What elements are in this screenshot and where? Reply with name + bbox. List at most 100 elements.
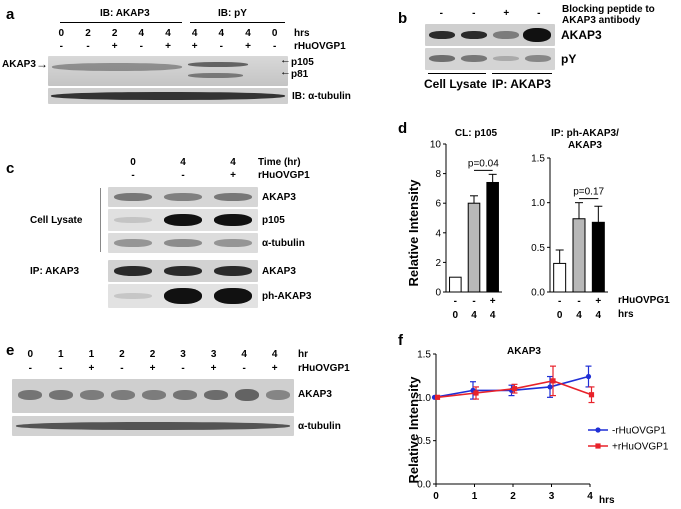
e-band-8: [235, 389, 259, 401]
panel-e-hrs-row: 0 1 1 2 2 3 3 4 4: [15, 349, 290, 361]
b-band-3: [493, 31, 519, 39]
panel-a-tubulin-label: IB: α-tubulin: [292, 91, 351, 102]
tubulin-band: [51, 92, 285, 100]
c-r2-band-1: [114, 217, 152, 223]
f-legend-label-1: +rHuOVGP1: [612, 442, 669, 453]
panel-c-label: c: [6, 160, 15, 177]
panel-b-py-blot: [425, 48, 555, 70]
panel-e-hrs-8: 4: [271, 349, 278, 360]
py-band-2: [461, 55, 487, 62]
e-band-4: [111, 390, 135, 400]
panel-a-treat-2: +: [111, 41, 118, 52]
panel-c-row-4-blot: [108, 260, 258, 282]
panel-a-treatment-row: - - + - + + - + -: [48, 41, 288, 53]
p105-arrow: ←: [280, 54, 291, 66]
panel-e-hrs-5: 3: [180, 349, 186, 360]
e-tubulin-band: [16, 422, 290, 430]
d1-cat-2: 4: [490, 310, 496, 321]
f-series-0-point-3: [547, 384, 553, 390]
panel-c-row-3-blot: [108, 233, 258, 253]
panel-c-row-label-2: p105: [262, 215, 285, 226]
ib-py-header: IB: pY: [218, 8, 247, 19]
panel-a-treat-4: +: [165, 41, 171, 52]
d2-ytick-label-2: 1.0: [531, 198, 545, 209]
panel-a-hrs-label: hrs: [294, 28, 310, 39]
panel-a-hrs-6: 4: [218, 28, 225, 39]
panel-c-treat-0: -: [131, 170, 135, 181]
panel-a-label: a: [6, 6, 15, 23]
d1-ytick-label-5: 10: [430, 140, 442, 151]
panel-e-hr-label: hr: [298, 349, 308, 360]
d1-cat-0: 0: [453, 310, 459, 321]
py-band-4: [525, 55, 551, 62]
f-ytick-label-0: 0.0: [417, 480, 431, 491]
panel-a-treat-0: -: [59, 41, 63, 52]
panel-a-treat-6: -: [219, 41, 223, 52]
panel-c-group-ip: IP: AKAP3: [30, 266, 80, 277]
panel-e-treat-2: +: [88, 363, 95, 374]
panel-c-row-label-4: AKAP3: [262, 266, 296, 277]
panel-b-sign-1: -: [472, 8, 476, 19]
f-series-1-point-3: [550, 378, 556, 384]
panel-a-hrs-3: 4: [138, 28, 145, 39]
p105-band: [188, 62, 248, 67]
panel-a-treat-5: +: [191, 41, 198, 52]
d2-pvalue: p=0.17: [573, 187, 604, 198]
panel-a-treat-3: -: [139, 41, 143, 52]
ib-akap3-header: IB: AKAP3: [100, 8, 150, 19]
f-ytick-label-1: 0.5: [417, 436, 431, 447]
b-band-4: [523, 28, 551, 42]
panel-a-treat-1: -: [86, 41, 90, 52]
blocking-label-line1: Blocking peptide to: [562, 4, 655, 15]
panel-c-row-label-5: ph-AKAP3: [262, 291, 312, 302]
panel-a-hrs-2: 2: [111, 28, 118, 39]
panel-e-tubulin-blot: [12, 416, 294, 436]
d2-bar-0: [553, 262, 567, 293]
panel-e-tubulin-label: α-tubulin: [298, 421, 341, 432]
c-r5-band-3: [214, 288, 252, 304]
panel-e-treat-0: -: [28, 363, 32, 374]
panel-e-akap3-blot: [12, 379, 294, 413]
panel-e-treat-7: -: [242, 363, 246, 374]
panel-a-blot: [48, 56, 288, 86]
panel-c-time-0: 0: [130, 157, 136, 168]
d1-bar-0: [449, 276, 462, 293]
d1-treat-0: -: [454, 296, 457, 307]
d2-cat-1: 4: [576, 310, 582, 321]
cell-lysate-bracket: [100, 188, 101, 252]
panel-a-treat-7: +: [245, 41, 251, 52]
panel-c-row-5-blot: [108, 284, 258, 308]
panel-a-tubulin-blot: [48, 88, 288, 104]
f-series-1-point-4: [588, 392, 595, 398]
panel-e-hrs-7: 4: [241, 349, 247, 360]
d2-title-line2: AKAP3: [568, 140, 602, 151]
panel-c-group-cell-lysate: Cell Lysate: [30, 215, 83, 226]
panel-c-time-1: 4: [180, 157, 186, 168]
panel-d-chart-ph-akap3: IP: ph-AKAP3/ AKAP3 0.0 0.5 1.0 1.5 - 0 - 4 +4 p=…: [531, 128, 619, 321]
d1-ytick-label-1: 2: [435, 258, 441, 269]
panel-a-hrs-5: 4: [191, 28, 198, 39]
panel-a-hrs-row: 0 2 2 4 4 4 4 4 0: [48, 28, 288, 40]
panel-d-treatment-label: rHuOVPG1: [618, 295, 670, 306]
c-r2-band-2: [164, 214, 202, 226]
panel-f-label: f: [398, 332, 403, 349]
akap3-arrow: →: [36, 57, 48, 71]
f-series-1-point-1: [473, 390, 479, 396]
panel-c-time-label: Time (hr): [258, 157, 301, 168]
e-band-5: [142, 390, 166, 400]
panel-d-chart-p105: CL: p105 0 2 4 6 8 10 - 0 - 4 +4 p=0.04: [430, 128, 502, 321]
d1-bar-2: [486, 181, 499, 293]
d1-ytick-label-3: 6: [435, 199, 441, 210]
panel-a-hrs-0: 0: [58, 28, 65, 39]
panel-e-label: e: [6, 342, 15, 359]
e-band-2: [49, 390, 73, 400]
d1-ytick-label-2: 4: [435, 228, 441, 239]
panel-a-hrs-4: 4: [165, 28, 171, 39]
d2-treat-0: -: [558, 296, 561, 307]
panel-c-treatment-row: - - +: [108, 170, 258, 182]
e-band-9: [266, 390, 290, 400]
d2-cat-0: 0: [557, 310, 563, 321]
panel-c-row-label-1: AKAP3: [262, 192, 296, 203]
panel-e-treat-6: +: [210, 363, 217, 374]
blocking-label-line2: AKAP3 antibody: [562, 15, 641, 26]
